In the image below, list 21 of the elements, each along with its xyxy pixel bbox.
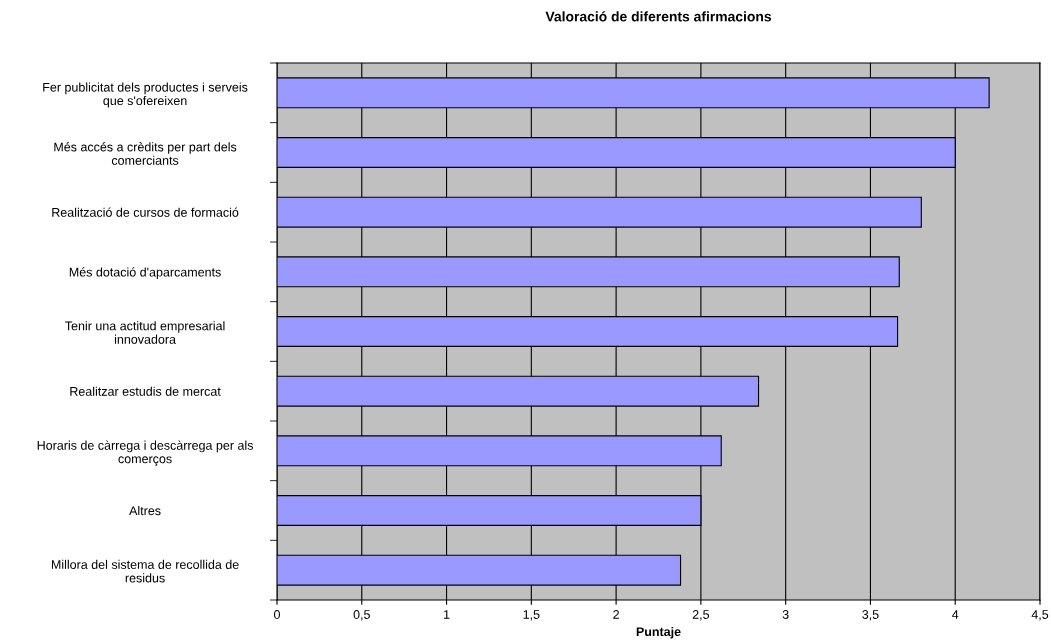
- y-tick-label: Altres: [129, 505, 161, 516]
- x-tick-label: 2: [613, 610, 619, 619]
- y-tick-label: Horaris de càrrega i descàrrega per als comerços: [37, 440, 253, 466]
- x-tick-label: 4,5: [1031, 610, 1049, 621]
- x-tick-label: 1,5: [523, 610, 540, 621]
- x-tick-label: 3,5: [862, 610, 879, 621]
- x-tick-label: 2,5: [692, 610, 710, 621]
- x-tick-label: 0,5: [353, 610, 370, 621]
- x-tick-label: 4: [952, 610, 959, 619]
- x-tick-label: 3: [782, 610, 789, 619]
- y-tick-label: Més dotació d'aparcaments: [69, 267, 221, 280]
- chart-title: Valoració de diferents afirmacions: [545, 11, 772, 22]
- x-axis-title: Puntaje: [636, 626, 681, 639]
- y-tick-label: Realització de cursos de formació: [52, 207, 239, 217]
- y-tick-label: Tenir una actitud empresarial innovadora: [65, 321, 225, 344]
- y-tick-label: Millora del sistema de recollida de residus: [51, 559, 239, 583]
- y-tick-label: Realitzar estudis de mercat: [70, 386, 221, 396]
- x-tick-label: 0: [274, 610, 280, 619]
- y-tick-label: Més accés a crèdits per part dels comerciants: [54, 142, 237, 165]
- y-tick-label: Fer publicitat dels productes i serveis que s'ofereixen: [43, 82, 248, 108]
- x-tick-label: 1: [444, 610, 450, 619]
